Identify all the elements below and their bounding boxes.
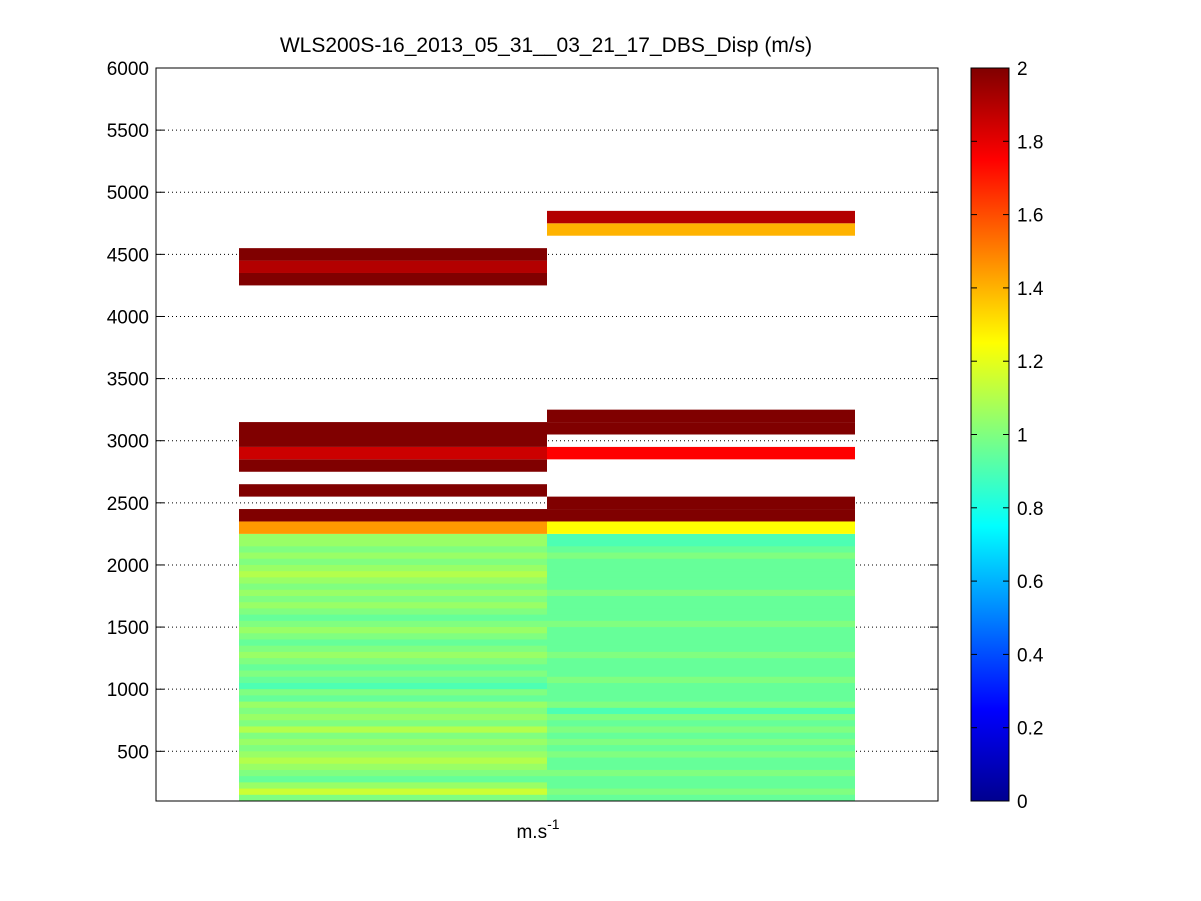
colorbar-tick-label: 2 xyxy=(1017,59,1028,80)
colorbar-tick-label: 1.8 xyxy=(1017,132,1043,153)
heatmap-cell xyxy=(547,521,855,534)
colorbar-tick-label: 1.6 xyxy=(1017,206,1043,227)
x-axis-label-base: m.s xyxy=(516,822,547,843)
heatmap-cells xyxy=(239,210,855,801)
heatmap-cell xyxy=(547,509,855,522)
y-tick-label: 2000 xyxy=(107,556,149,577)
y-tick-label: 1000 xyxy=(107,680,149,701)
heatmap-cell xyxy=(547,446,855,460)
heatmap-cell xyxy=(547,409,855,423)
heatmap-cell xyxy=(239,533,547,547)
colorbar-tick-label: 0.2 xyxy=(1017,719,1043,740)
plot-frame xyxy=(155,67,939,802)
y-tick-label: 5500 xyxy=(107,121,149,142)
colorbar-tick-label: 0.8 xyxy=(1017,499,1043,520)
y-tick-label: 3500 xyxy=(107,370,149,391)
heatmap-cell xyxy=(239,434,547,447)
heatmap-cell xyxy=(239,484,547,497)
y-tick-label: 4500 xyxy=(107,245,149,266)
x-axis-label-exponent: -1 xyxy=(547,816,560,832)
y-tick-label: 6000 xyxy=(107,59,149,80)
y-tick-label: 500 xyxy=(117,742,149,763)
heatmap-cell xyxy=(239,422,547,435)
x-axis-label: m.s-1 xyxy=(516,816,559,843)
heatmap-cell xyxy=(239,272,547,286)
heatmap-cell xyxy=(547,223,855,236)
colorbar-tick-label: 1.4 xyxy=(1017,279,1044,300)
heatmap-cell xyxy=(239,260,547,273)
heatmap-cell xyxy=(547,533,855,547)
y-axis: 500 1000 1500 2000 2500 3000 3500 4000 4500 5000 5… xyxy=(107,59,938,763)
y-tick-label: 5000 xyxy=(107,183,149,204)
heatmap-cell xyxy=(547,496,855,510)
heatmap-cell xyxy=(239,459,547,472)
y-tick-label: 3000 xyxy=(107,432,149,453)
colorbar-tick-label: 0 xyxy=(1017,792,1028,813)
y-tick-label: 1500 xyxy=(107,618,149,639)
colorbar-tick-label: 1 xyxy=(1017,426,1028,447)
colorbar xyxy=(970,67,1010,802)
heatmap-cell xyxy=(239,521,547,534)
heatmap-cell xyxy=(239,509,547,522)
chart-title: WLS200S-16_2013_05_31__03_21_17_DBS_Disp… xyxy=(280,34,812,57)
colorbar-tick-label: 0.4 xyxy=(1017,645,1044,666)
heatmap-cell xyxy=(547,422,855,435)
heatmap-cell xyxy=(239,248,547,261)
heatmap-cell xyxy=(547,210,855,224)
colorbar-tick-label: 0.6 xyxy=(1017,572,1043,593)
colorbar-tick-label: 1.2 xyxy=(1017,352,1043,373)
colorbar-axis: 0 0.2 0.4 0.6 0.8 1 1.2 1.4 1.6 1.8 2 xyxy=(971,59,1044,813)
y-tick-label: 2500 xyxy=(107,494,149,515)
heatmap-cell xyxy=(239,446,547,460)
y-tick-label: 4000 xyxy=(107,307,149,328)
